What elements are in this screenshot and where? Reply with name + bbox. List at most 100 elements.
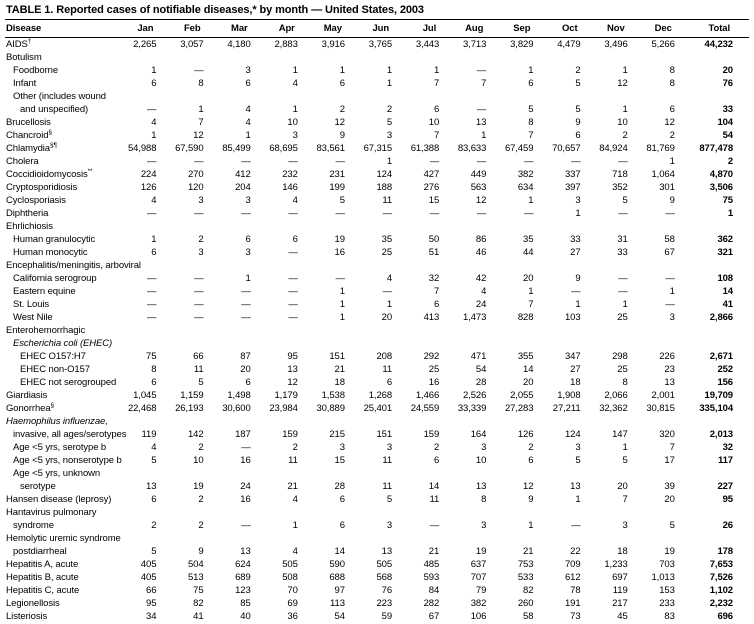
month-value-cell: 282 [423,598,440,609]
month-value-cell [257,259,304,272]
month-value-cell: 44 [523,247,534,258]
month-value-cell: 1 [528,65,534,76]
month-value-cell: 19 [334,234,345,245]
month-value-cell: 8 [622,377,628,388]
disease-label-cell: Enterohemorrhagic [5,324,115,337]
month-value-cell: 103 [564,312,581,323]
month-value-cell: 1 [386,65,393,76]
disease-label-cell: Legionellosis [5,597,115,610]
column-header-jan: Jan [115,19,163,38]
month-value-cell: 3,057 [180,39,204,50]
disease-label: Hemolytic uremic syndrome [6,533,121,544]
month-value-cell [398,324,445,337]
month-value-cell [257,324,304,337]
month-value-cell: 1 [528,286,534,297]
month-value-cell: 26,193 [175,403,204,414]
month-value-cell: — [241,286,251,297]
disease-label-cell: Age <5 yrs, unknown serotype [5,467,115,493]
disease-label-cell: Escherichia coli (EHEC) [5,337,115,350]
disease-label: Cryptosporidiosis [6,182,78,193]
month-value-cell [210,337,257,350]
month-value-cell [304,259,351,272]
month-value-cell [115,220,162,233]
month-value-cell: 2 [198,520,204,531]
disease-label-cell: Giardiasis [5,389,115,402]
month-value-cell: 67 [664,247,675,258]
month-value-cell: 2 [386,104,393,115]
month-value-cell: 1 [528,195,534,206]
disease-label-cell: Age <5 yrs, nonserotype b [5,454,122,467]
month-value-cell: — [618,156,628,167]
month-value-cell [539,337,586,350]
month-value-cell [539,51,586,64]
disease-table-body: AIDS† 2,265 3,057 4,180 2,883 3,916 3,765 3,443… [5,38,749,624]
month-value-cell: 703 [659,559,675,570]
month-value-cell: 66 [146,585,157,596]
month-value-cell: — [147,299,157,310]
column-header-dec: Dec [633,19,681,38]
total-value-cell: 108 [717,273,733,284]
disease-label-cell: Brucellosis [5,116,115,129]
month-value-cell: 1 [198,104,204,115]
month-value-cell: 85,499 [222,143,251,154]
month-value-cell: 612 [564,572,581,583]
month-value-cell: — [241,312,251,323]
month-value-cell: 9 [575,273,581,284]
month-value-cell: 320 [659,429,675,440]
disease-label-cell: Hepatitis B, acute [5,571,115,584]
disease-label: Eastern equine [13,286,76,297]
month-value-cell: 6 [339,520,345,531]
table-row: Human monocytic 6 3 3—16 25 51 46 44 27 33 67 321 [5,246,749,259]
disease-label: Gonorrhea§ [6,401,55,414]
disease-label-cell: Eastern equine [5,285,115,298]
month-value-cell: 20 [523,377,534,388]
month-value-cell: 51 [428,247,440,258]
month-value-cell: 2 [433,442,440,453]
month-value-cell: 11 [382,481,393,492]
month-value-cell: 7 [528,299,534,310]
disease-label-cell: Ehrlichiosis [5,220,115,233]
month-value-cell: 1 [151,234,157,245]
month-value-cell: 590 [329,559,345,570]
month-value-cell: 1 [669,156,675,167]
month-value-cell: 6 [151,377,157,388]
month-value-cell: 7 [433,78,440,89]
disease-label: Hepatitis C, acute [6,585,80,596]
month-value-cell [539,259,586,272]
disease-label: and unspecified) [20,104,89,115]
month-value-cell: 6 [151,247,157,258]
disease-table: Disease Jan Feb Mar Apr May Jun Jul Aug … [5,19,749,623]
footnote-marker: §¶ [49,141,57,149]
month-value-cell: 352 [612,182,628,193]
month-value-cell: 13 [287,364,298,375]
table-row: Gonorrhea§ 22,468 26,193 30,600 23,984 30,889… [5,402,749,415]
month-value-cell: 6 [433,455,440,466]
month-value-cell: 76 [381,585,393,596]
month-value-cell: 12 [287,377,298,388]
month-value-cell: 637 [470,559,487,570]
month-value-cell: 15 [334,455,345,466]
month-value-cell: — [665,208,675,219]
month-value-cell: 199 [329,182,345,193]
month-value-cell: 4,479 [557,39,581,50]
month-value-cell: 6 [292,234,298,245]
month-value-cell: — [382,208,393,219]
month-value-cell: 78 [570,585,581,596]
month-value-cell: 1,013 [651,572,675,583]
month-value-cell: 21 [287,481,298,492]
month-value-cell: 1,473 [463,312,487,323]
month-value-cell: 3 [386,130,393,141]
month-value-cell: 18 [570,377,581,388]
disease-label: Infant [13,78,37,89]
month-value-cell: 697 [612,572,628,583]
month-value-cell: 4 [386,273,393,284]
month-value-cell: — [194,156,204,167]
month-value-cell: 18 [334,377,345,388]
month-value-cell [210,220,257,233]
month-value-cell: 6 [669,104,675,115]
total-value-cell [681,259,749,272]
month-value-cell: 5 [151,455,157,466]
total-value-cell: 76 [722,78,733,89]
month-value-cell: 46 [475,247,487,258]
month-value-cell: 84,924 [599,143,628,154]
